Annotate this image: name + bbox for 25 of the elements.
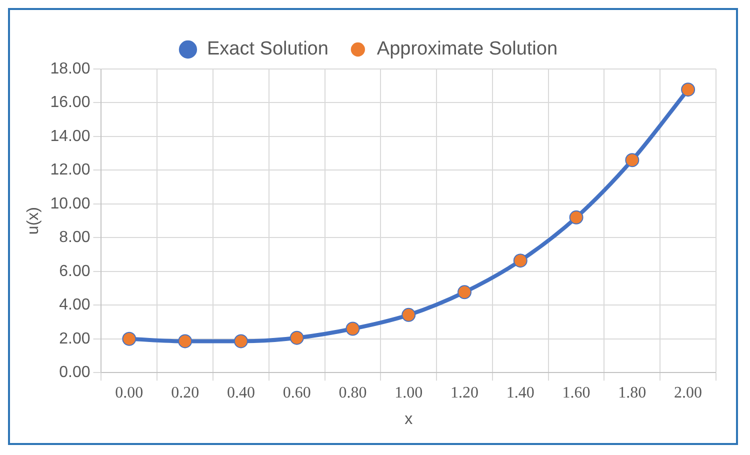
x-tick-label: 0.60 (282, 384, 311, 402)
x-tick-label: 0.40 (226, 384, 255, 402)
y-tick-label: 14.00 (50, 128, 90, 145)
x-tick-label: 1.00 (394, 384, 423, 402)
y-tick-label: 2.00 (59, 330, 90, 348)
x-tick-label: 0.00 (115, 384, 144, 402)
legend-label: Exact Solution (206, 38, 328, 60)
y-tick-label: 6.00 (59, 262, 90, 280)
y-tick-label: 16.00 (50, 94, 90, 112)
y-axis-title: u(x) (25, 207, 42, 235)
x-tick-label: 0.80 (338, 384, 367, 402)
x-tick-label: 1.80 (618, 384, 646, 402)
x-axis-title: x (404, 410, 413, 428)
y-tick-label: 0.00 (59, 364, 90, 382)
y-tick-label: 10.00 (50, 195, 90, 212)
legend-label: Approximate Solution (376, 38, 558, 60)
x-tick-label: 1.40 (506, 384, 534, 402)
y-tick-label: 4.00 (59, 296, 90, 314)
x-tick-label: 2.00 (674, 384, 702, 402)
y-tick-label: 18.00 (50, 60, 90, 78)
x-tick-label: 1.20 (450, 384, 479, 402)
x-tick-label: 1.60 (562, 384, 590, 402)
y-tick-label: 8.00 (59, 229, 90, 246)
y-tick-label: 12.00 (50, 162, 90, 179)
x-tick-label: 0.20 (171, 384, 200, 402)
